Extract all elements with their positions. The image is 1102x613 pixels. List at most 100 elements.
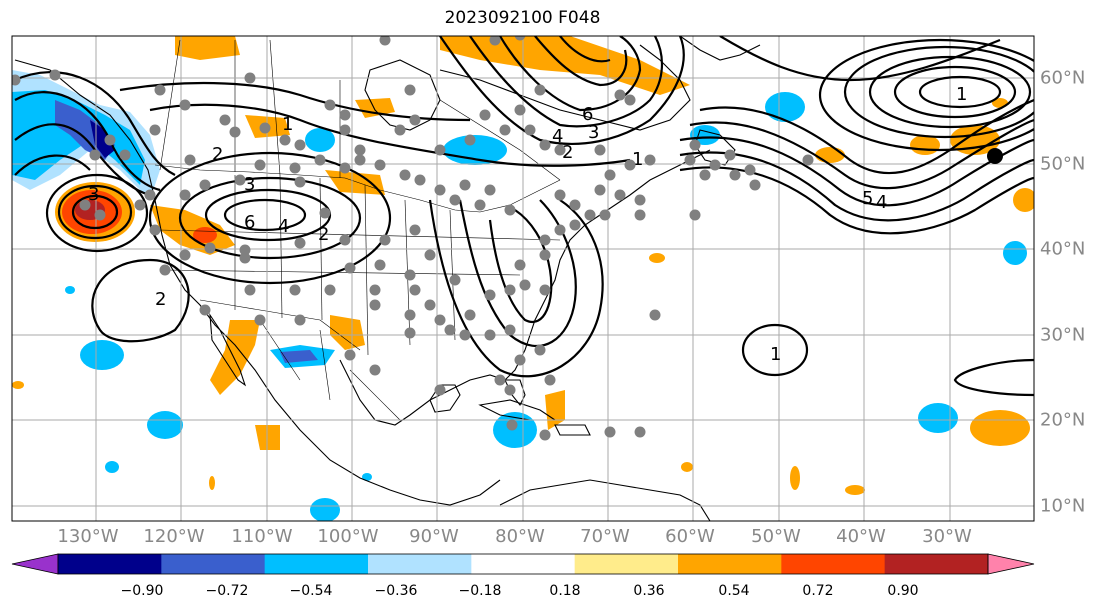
observation-dot	[524, 124, 536, 136]
observation-dot	[729, 169, 741, 181]
shade-orange-north-canada	[175, 36, 240, 60]
colorbar-tick-1: −0.90	[120, 583, 164, 599]
coast-labrador	[439, 44, 691, 131]
observation-dot	[514, 104, 526, 116]
colorbar-swatch	[161, 554, 266, 574]
contour-atl-2	[679, 151, 1034, 222]
contour-label-1-subtropical: 1	[770, 344, 781, 365]
contour-west-high-3	[178, 176, 362, 260]
lon-label-100w: 100°W	[317, 526, 379, 547]
contour-east-atl-s	[953, 358, 1034, 397]
observation-dot	[744, 164, 756, 176]
lat-label-10n: 10°N	[1040, 495, 1086, 517]
shade-royal-mexico	[280, 350, 318, 363]
observation-dot	[464, 134, 476, 146]
map-frame	[11, 35, 1035, 522]
observation-dot	[434, 184, 446, 196]
observation-dot	[79, 199, 91, 211]
observation-dot	[539, 234, 551, 246]
observation-dot	[229, 126, 241, 138]
observation-dot	[709, 159, 721, 171]
observation-dot	[369, 364, 381, 376]
contour-west-trough-2	[14, 71, 176, 176]
contour-label-2-west: 2	[318, 224, 329, 245]
shade-blue-east-pacific	[80, 340, 124, 370]
observation-dot	[409, 224, 421, 236]
contour-east-trough-3	[488, 209, 553, 323]
coast-north-america-west	[14, 59, 501, 506]
observation-dot	[394, 124, 406, 136]
observation-dot	[119, 149, 131, 161]
colorbar-tick-8: 0.54	[718, 583, 750, 599]
observation-dot	[634, 426, 646, 438]
observation-dot	[514, 354, 526, 366]
observation-dot	[319, 207, 331, 219]
observation-dot	[344, 262, 356, 274]
shade-orange-atlantic-s2	[790, 466, 800, 490]
observation-dot	[504, 204, 516, 216]
shade-orange-interior-west	[150, 205, 235, 255]
observation-dot	[489, 36, 501, 46]
observation-dot	[404, 309, 416, 321]
shade-blue-mexico-pacific	[147, 411, 183, 439]
observation-dot	[569, 199, 581, 211]
shade-orange-small-w2	[209, 476, 215, 490]
observation-dot	[539, 429, 551, 441]
observation-dot	[514, 36, 526, 41]
contour-atl-low-5	[818, 38, 1034, 152]
observation-dot	[324, 99, 336, 111]
observation-dot	[484, 184, 496, 196]
observation-dot	[339, 124, 351, 136]
observation-dot	[149, 224, 161, 236]
observation-dot	[689, 139, 701, 151]
contour-north-2	[469, 36, 664, 128]
observation-dot	[504, 324, 516, 336]
contour-north-7	[119, 81, 471, 122]
observation-dot	[104, 134, 116, 146]
contour-north-3	[499, 36, 642, 112]
observation-dot	[294, 237, 306, 249]
highlighted-station-marker	[987, 148, 1003, 164]
observation-dot	[344, 349, 356, 361]
lat-label-20n: 20°N	[1040, 409, 1086, 431]
observation-dot	[434, 314, 446, 326]
observation-dot	[614, 189, 626, 201]
observation-dot	[724, 149, 736, 161]
observation-dot	[244, 72, 256, 84]
observation-dot	[514, 259, 526, 271]
observation-dot	[369, 284, 381, 296]
observation-dot	[604, 426, 616, 438]
shade-blue-mid-atlantic	[918, 403, 958, 433]
contour-east-trough-2	[428, 199, 604, 378]
observation-dot	[259, 122, 271, 134]
contour-pacific-low-1	[71, 194, 119, 230]
observation-dot	[624, 94, 636, 106]
observation-dot	[314, 154, 326, 166]
colorbar-extend-low	[11, 553, 59, 575]
observation-dot	[399, 169, 411, 181]
observation-dot	[204, 242, 216, 254]
observation-dot	[534, 84, 546, 96]
observation-dot	[479, 109, 491, 121]
colorbar-tick-7: 0.36	[633, 583, 665, 599]
observation-dot	[379, 36, 391, 46]
observation-dot	[484, 289, 496, 301]
shade-orange-atlantic-n	[910, 135, 940, 155]
colorbar-swatch	[58, 554, 162, 574]
contour-atl-4	[689, 118, 1034, 190]
contour-label-4-west: 4	[278, 216, 289, 237]
contour-east-trough-1	[458, 199, 577, 348]
contour-label-3-east: 3	[588, 122, 599, 143]
border-states-8	[164, 269, 521, 276]
observation-dot	[134, 199, 146, 211]
lon-label-60w: 60°W	[665, 526, 715, 547]
observation-sites	[12, 36, 814, 441]
border-states-6	[449, 209, 456, 341]
shade-blue-east-atlantic	[1003, 241, 1027, 265]
contour-label-2-north: 2	[212, 144, 223, 165]
colorbar	[11, 553, 1035, 575]
observation-dot	[474, 199, 486, 211]
shade-blue-atlantic-north	[765, 92, 805, 122]
contour-north-5	[559, 36, 611, 63]
observation-dot	[354, 154, 366, 166]
